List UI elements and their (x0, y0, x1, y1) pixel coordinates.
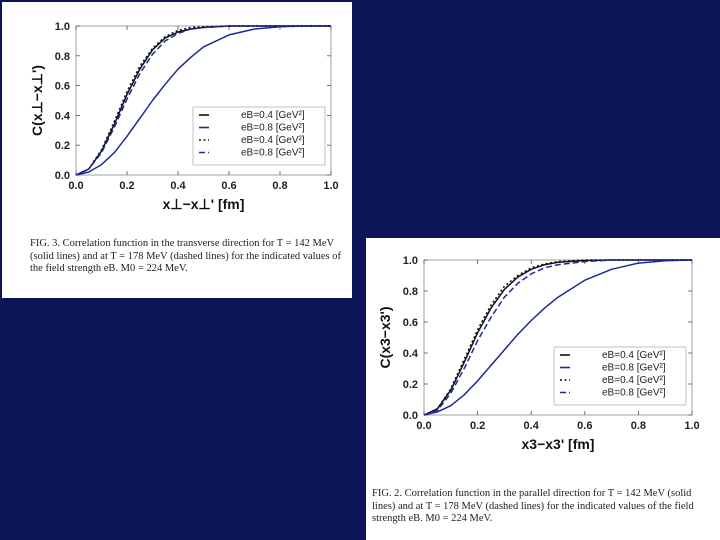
series-line-1 (75, 25, 331, 176)
figure-caption: FIG. 2. Correlation function in the para… (372, 488, 694, 524)
parallel-correlation-chart: 0.0 0.2 0.4 0.6 0.8 1.0 0.0 0.2 0.4 0.6 0.8 1.0 x3−x… (377, 255, 700, 452)
y-tick-label: 0.8 (403, 286, 418, 298)
legend-label: eB=0.8 [GeV²] (241, 123, 305, 134)
y-tick-label: 0.2 (403, 379, 418, 391)
series-line-4 (423, 259, 692, 416)
y-axis-label: C(x⊥−x⊥') (29, 65, 45, 136)
y-tick-label: 0.4 (55, 110, 71, 122)
y-tick-label: 0.6 (55, 81, 70, 93)
chart-legend: eB=0.4 [GeV²]eB=0.8 [GeV²]eB=0.4 [GeV²]e… (553, 346, 687, 406)
y-tick-label: 0.4 (403, 348, 419, 360)
x-tick-label: 0.0 (68, 180, 83, 192)
figure-caption: FIG. 3. Correlation function in the tran… (30, 238, 341, 274)
y-tick-label: 0.0 (403, 410, 418, 422)
x-axis-label: x⊥−x⊥' [fm] (163, 196, 245, 212)
legend-box (192, 106, 326, 166)
series-line-2 (423, 259, 693, 416)
x-tick-label: 0.8 (272, 180, 287, 192)
x-tick-label: 1.0 (323, 180, 338, 192)
legend-label: eB=0.8 [GeV²] (241, 148, 305, 159)
y-tick-label: 1.0 (403, 255, 418, 267)
x-tick-label: 1.0 (684, 420, 699, 432)
figure-panel-parallel: 0.0 0.2 0.4 0.6 0.8 1.0 0.0 0.2 0.4 0.6 0.8 1.0 x3−x… (366, 238, 720, 540)
x-tick-label: 0.6 (221, 180, 236, 192)
series-line-4 (75, 25, 331, 176)
x-tick-label: 0.0 (416, 420, 431, 432)
legend-label: eB=0.8 [GeV²] (602, 363, 666, 374)
y-tick-label: 1.0 (55, 21, 70, 33)
y-tick-label: 0.8 (55, 51, 70, 63)
x-tick-label: 0.6 (577, 420, 592, 432)
x-axis-label: x3−x3' [fm] (522, 436, 595, 452)
y-tick-label: 0.0 (55, 170, 70, 182)
legend-label: eB=0.8 [GeV²] (602, 388, 666, 399)
transverse-correlation-chart: 0.0 0.2 0.4 0.6 0.8 1.0 0.0 0.2 0.4 0.6 0.8 1.0 x⊥−x… (29, 21, 339, 212)
legend-label: eB=0.4 [GeV²] (602, 350, 666, 361)
series-line-1 (423, 259, 692, 416)
x-tick-label: 0.4 (170, 180, 186, 192)
series-line-2 (75, 25, 331, 176)
legend-box (553, 346, 687, 406)
figure-panel-transverse: 0.0 0.2 0.4 0.6 0.8 1.0 0.0 0.2 0.4 0.6 0.8 1.0 x⊥−x… (2, 2, 352, 298)
x-tick-label: 0.4 (524, 420, 540, 432)
series-line-3 (75, 25, 331, 176)
legend-label: eB=0.4 [GeV²] (602, 375, 666, 386)
chart-legend: eB=0.4 [GeV²]eB=0.8 [GeV²]eB=0.4 [GeV²]e… (192, 106, 326, 166)
x-tick-label: 0.2 (470, 420, 485, 432)
y-tick-label: 0.2 (55, 140, 70, 152)
legend-label: eB=0.4 [GeV²] (241, 135, 305, 146)
y-axis-label: C(x3−x3') (377, 306, 393, 368)
x-tick-label: 0.8 (631, 420, 646, 432)
plot-frame (423, 259, 693, 416)
legend-label: eB=0.4 [GeV²] (241, 110, 305, 121)
x-tick-label: 0.2 (119, 180, 134, 192)
series-line-3 (423, 259, 692, 416)
y-tick-label: 0.6 (403, 317, 418, 329)
